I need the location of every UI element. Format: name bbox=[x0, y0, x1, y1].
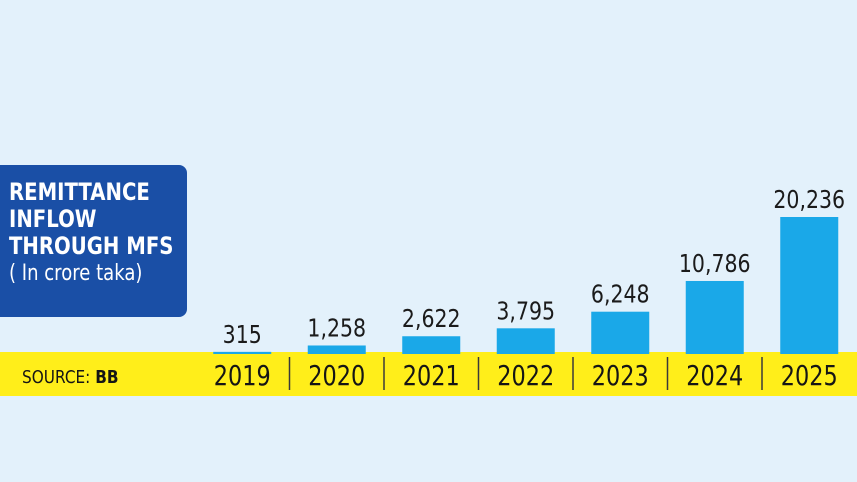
tick-label-2020: 2020 bbox=[308, 358, 365, 391]
bar-2023 bbox=[591, 311, 650, 354]
chart-title-line-2: INFLOW bbox=[9, 205, 97, 233]
year-axis-band bbox=[0, 352, 857, 396]
bar-2019 bbox=[213, 351, 272, 354]
chart-title-line-1: REMITTANCE bbox=[9, 178, 150, 206]
chart-title-box: REMITTANCE INFLOW THROUGH MFS ( In crore… bbox=[0, 165, 187, 317]
value-label-2023: 6,248 bbox=[591, 281, 650, 309]
source-note: SOURCE: BB bbox=[22, 367, 119, 388]
bar-2021 bbox=[402, 336, 461, 354]
bar-2020 bbox=[307, 345, 366, 354]
chart-title-line-3: THROUGH MFS bbox=[9, 232, 174, 260]
bar-2025 bbox=[780, 217, 839, 354]
value-label-2019: 315 bbox=[223, 321, 262, 349]
bars-group bbox=[213, 217, 839, 354]
value-label-2024: 10,786 bbox=[679, 250, 751, 278]
axis-separators bbox=[288, 357, 763, 390]
tick-label-2025: 2025 bbox=[781, 358, 838, 391]
value-label-2021: 2,622 bbox=[402, 305, 461, 333]
tick-labels-group: 2019 2020 2021 2022 2023 2024 2025 bbox=[214, 358, 838, 391]
value-label-2025: 20,236 bbox=[773, 186, 845, 214]
value-labels-group: 315 1,258 2,622 3,795 6,248 10,786 20,236 bbox=[223, 186, 845, 349]
value-label-2020: 1,258 bbox=[307, 315, 366, 343]
tick-label-2021: 2021 bbox=[403, 358, 460, 391]
source-label: SOURCE: bbox=[22, 367, 91, 388]
tick-label-2019: 2019 bbox=[214, 358, 271, 391]
tick-label-2023: 2023 bbox=[592, 358, 649, 391]
bar-2022 bbox=[496, 328, 555, 354]
value-label-2022: 3,795 bbox=[496, 297, 555, 325]
tick-label-2022: 2022 bbox=[497, 358, 554, 391]
bar-2024 bbox=[685, 280, 744, 354]
tick-label-2024: 2024 bbox=[686, 358, 743, 391]
source-value: BB bbox=[95, 367, 119, 388]
chart-subtitle: ( In crore taka) bbox=[9, 261, 143, 286]
